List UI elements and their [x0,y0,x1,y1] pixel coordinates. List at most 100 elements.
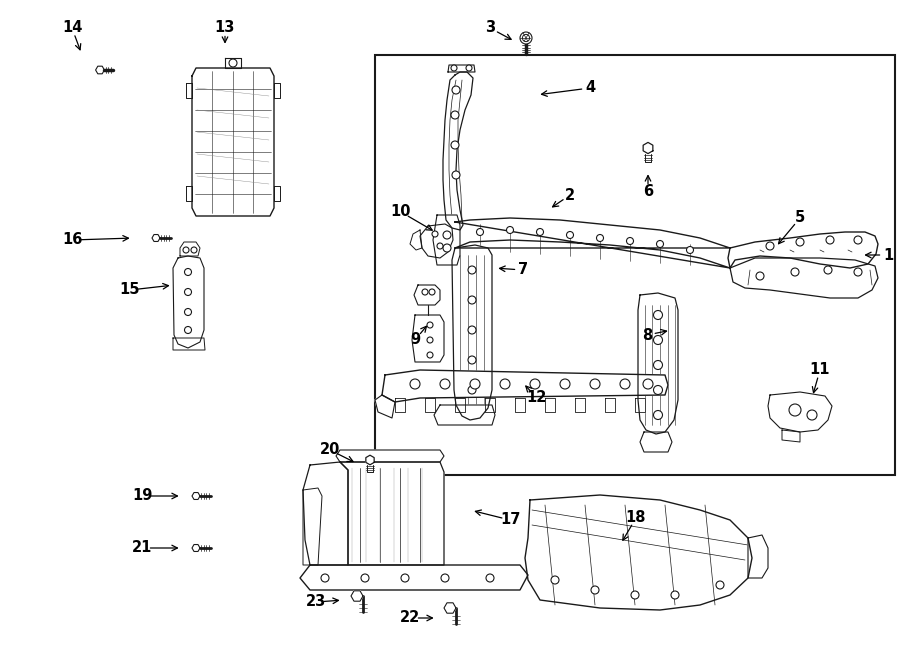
Circle shape [427,337,433,343]
Text: 8: 8 [642,327,652,342]
Polygon shape [192,68,274,216]
Polygon shape [336,450,444,462]
Circle shape [361,574,369,582]
Polygon shape [412,315,444,362]
Circle shape [530,379,540,389]
Text: 3: 3 [485,20,495,36]
Polygon shape [638,293,678,434]
Circle shape [321,574,329,582]
Polygon shape [303,462,348,565]
Text: 15: 15 [120,282,140,297]
Circle shape [716,581,724,589]
Circle shape [184,327,192,334]
Polygon shape [192,492,200,500]
Circle shape [432,231,438,237]
Polygon shape [768,392,832,432]
Polygon shape [434,405,495,425]
Text: 10: 10 [391,204,411,219]
Circle shape [854,268,862,276]
Circle shape [184,309,192,315]
Text: 7: 7 [518,262,528,278]
Circle shape [451,65,457,71]
Circle shape [429,289,435,295]
Circle shape [789,404,801,416]
Polygon shape [425,398,435,412]
Polygon shape [365,455,374,465]
Circle shape [551,576,559,584]
Polygon shape [410,230,422,250]
Polygon shape [443,72,473,230]
Circle shape [451,141,459,149]
Circle shape [566,231,573,239]
Circle shape [824,266,832,274]
Polygon shape [180,242,200,256]
Polygon shape [395,398,405,412]
Polygon shape [420,224,453,258]
Circle shape [440,379,450,389]
Text: 12: 12 [526,391,547,405]
Polygon shape [605,398,615,412]
Circle shape [184,268,192,276]
Circle shape [422,289,428,295]
Polygon shape [640,432,672,452]
Circle shape [560,379,570,389]
Polygon shape [545,398,555,412]
Polygon shape [635,398,645,412]
Text: 5: 5 [795,210,806,225]
Circle shape [687,247,694,254]
Circle shape [183,247,189,253]
Text: 19: 19 [131,488,152,504]
Circle shape [476,229,483,235]
Polygon shape [173,256,204,348]
Circle shape [643,379,653,389]
Text: 18: 18 [626,510,646,525]
Text: 21: 21 [131,541,152,555]
Circle shape [522,34,529,42]
Polygon shape [340,462,444,565]
Polygon shape [173,338,205,350]
Circle shape [756,272,764,280]
Text: 1: 1 [883,247,893,262]
Circle shape [410,379,420,389]
Text: 14: 14 [62,20,82,36]
Polygon shape [186,186,192,201]
Polygon shape [485,398,495,412]
Text: 4: 4 [585,81,595,95]
Text: 9: 9 [410,332,420,348]
Circle shape [653,311,662,319]
Text: 16: 16 [62,233,82,247]
Circle shape [671,591,679,599]
Text: 23: 23 [306,594,326,609]
Circle shape [468,386,476,394]
Polygon shape [375,395,395,418]
Circle shape [466,65,472,71]
Circle shape [656,241,663,247]
Polygon shape [644,142,652,153]
Circle shape [191,247,197,253]
Text: 11: 11 [810,362,830,377]
Circle shape [427,352,433,358]
Circle shape [653,385,662,395]
Circle shape [468,296,476,304]
Circle shape [507,227,514,233]
Circle shape [437,243,443,249]
Circle shape [451,111,459,119]
Polygon shape [274,186,280,201]
Circle shape [536,229,544,235]
Circle shape [401,574,409,582]
Polygon shape [444,603,456,613]
Polygon shape [274,83,280,98]
Circle shape [452,86,460,94]
Polygon shape [382,370,668,402]
Polygon shape [730,258,878,298]
Circle shape [854,236,862,244]
Circle shape [597,235,604,241]
Polygon shape [433,215,460,265]
Circle shape [631,591,639,599]
Circle shape [620,379,630,389]
Polygon shape [455,218,730,268]
Circle shape [766,242,774,250]
Text: 20: 20 [320,442,340,457]
Circle shape [486,574,494,582]
Polygon shape [452,245,492,420]
